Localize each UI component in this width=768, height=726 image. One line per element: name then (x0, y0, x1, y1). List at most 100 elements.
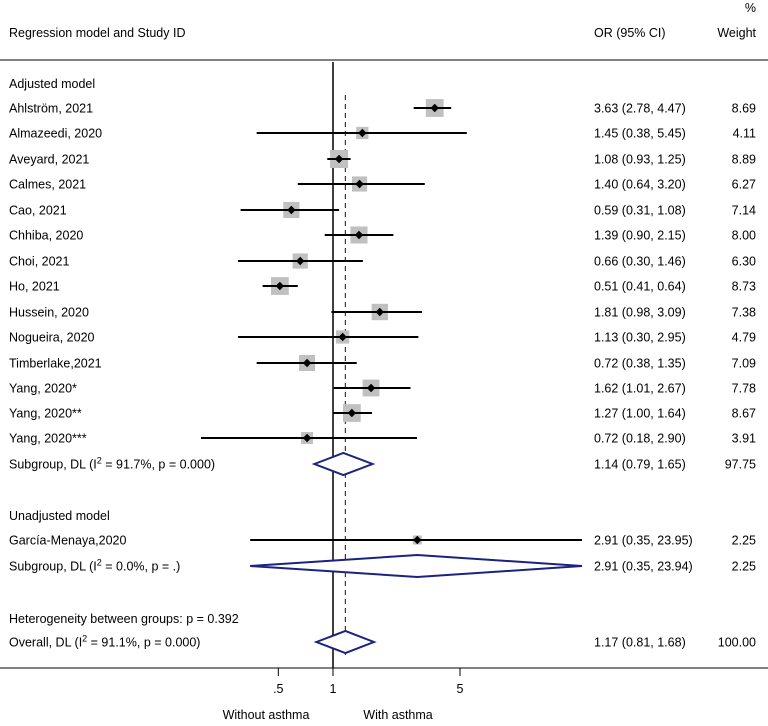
weight-value: 3.91 (732, 432, 756, 446)
row-label: Subgroup, DL (I2 = 0.0%, p = .) (9, 558, 180, 574)
weight-percent-sign: % (745, 1, 756, 15)
weight-value: 7.38 (732, 306, 756, 320)
ci-text: 1.81 (0.98, 3.09) (594, 306, 686, 320)
ci-text: 0.51 (0.41, 0.64) (594, 280, 686, 294)
row-label: Overall, DL (I2 = 91.1%, p = 0.000) (9, 634, 200, 650)
study-row: Yang, 2020** 1.27 (1.00, 1.64) 8.67 (9, 404, 756, 422)
study-row: Hussein, 2020 1.81 (0.98, 3.09) 7.38 (9, 303, 756, 321)
summary-diamond (250, 553, 583, 579)
tick-label: 1 (330, 682, 337, 696)
point-estimate (430, 103, 439, 113)
tick-label: .5 (273, 682, 283, 696)
study-column-header: Regression model and Study ID (9, 26, 185, 40)
weight-value: 7.78 (732, 382, 756, 396)
row-label: Yang, 2020*** (9, 432, 87, 446)
weight-value: 6.30 (732, 255, 756, 269)
study-row: Cao, 2021 0.59 (0.31, 1.08) 7.14 (9, 201, 756, 219)
summary-row: Subgroup, DL (I2 = 0.0%, p = .) 2.91 (0.3… (9, 553, 756, 579)
weight-value: 4.11 (733, 127, 756, 141)
row-label-superscript: 2 (82, 634, 87, 644)
point-estimate (302, 358, 312, 368)
row-label: Timberlake,2021 (9, 357, 102, 371)
point-estimate (347, 408, 357, 418)
point-estimate (296, 256, 305, 266)
weight-value: 8.69 (732, 102, 756, 116)
rows-layer: Ahlström, 2021 3.63 (2.78, 4.47) 8.69 Almaz… (9, 99, 756, 655)
ci-text: 1.17 (0.81, 1.68) (594, 636, 686, 650)
study-row: Ahlström, 2021 3.63 (2.78, 4.47) 8.69 (9, 99, 756, 117)
point-estimate (302, 433, 312, 443)
without-asthma-label: Without asthma (223, 708, 310, 722)
ci-text: 0.72 (0.38, 1.35) (594, 357, 686, 371)
ci-text: 3.63 (2.78, 4.47) (594, 102, 686, 116)
row-label-text: = 0.0%, p = .) (102, 560, 181, 574)
point-estimate (366, 383, 376, 393)
ci-text: 1.13 (0.30, 2.95) (594, 331, 686, 345)
x-axis: .5 1 5 (273, 668, 464, 696)
weight-value: 8.73 (732, 280, 756, 294)
study-row: Almazeedi, 2020 1.45 (0.38, 5.45) 4.11 (9, 127, 756, 141)
study-row: Nogueira, 2020 1.13 (0.30, 2.95) 4.79 (9, 330, 756, 345)
point-estimate (338, 332, 347, 342)
row-label: Almazeedi, 2020 (9, 127, 102, 141)
summary-row: Subgroup, DL (I2 = 91.7%, p = 0.000) 1.14… (9, 451, 756, 477)
ci-text: 2.91 (0.35, 23.95) (594, 534, 693, 548)
row-label-text: Subgroup, DL (I (9, 458, 97, 472)
point-estimate (287, 205, 296, 215)
study-row: Aveyard, 2021 1.08 (0.93, 1.25) 8.89 (9, 150, 756, 168)
row-label-text: Subgroup, DL (I (9, 560, 97, 574)
row-label: Choi, 2021 (9, 255, 70, 269)
row-label: Hussein, 2020 (9, 306, 89, 320)
weight-value: 7.09 (732, 357, 756, 371)
ci-text: 0.72 (0.18, 2.90) (594, 432, 686, 446)
ci-text: 1.62 (1.01, 2.67) (594, 382, 686, 396)
summary-diamond (311, 451, 376, 477)
ci-text: 1.39 (0.90, 2.15) (594, 229, 686, 243)
row-label-superscript: 2 (97, 456, 102, 466)
study-row: Yang, 2020* 1.62 (1.01, 2.67) 7.78 (9, 379, 756, 397)
ci-text: 1.08 (0.93, 1.25) (594, 153, 686, 167)
weight-column-header: Weight (717, 26, 756, 40)
weight-value: 7.14 (732, 204, 756, 218)
study-row: Chhiba, 2020 1.39 (0.90, 2.15) 8.00 (9, 226, 756, 244)
ci-text: 2.91 (0.35, 23.94) (594, 560, 693, 574)
row-label: Calmes, 2021 (9, 178, 86, 192)
row-label: Subgroup, DL (I2 = 91.7%, p = 0.000) (9, 456, 215, 472)
row-label: Ho, 2021 (9, 280, 60, 294)
summary-row: Overall, DL (I2 = 91.1%, p = 0.000) 1.17 … (9, 629, 756, 655)
weight-value: 97.75 (725, 458, 756, 472)
study-row: Timberlake,2021 0.72 (0.38, 1.35) 7.09 (9, 354, 756, 372)
weight-value: 8.00 (732, 229, 756, 243)
with-asthma-label: With asthma (363, 708, 433, 722)
row-label-text: = 91.1%, p = 0.000) (87, 636, 200, 650)
row-label: Aveyard, 2021 (9, 153, 89, 167)
tick-label: 5 (457, 682, 464, 696)
group-label-unadjusted: Unadjusted model (9, 509, 110, 523)
group-label-adjusted: Adjusted model (9, 77, 95, 91)
point-estimate (358, 128, 367, 138)
point-estimate (334, 154, 344, 164)
weight-value: 4.79 (732, 331, 756, 345)
study-row: García-Menaya,2020 2.91 (0.35, 23.95) 2.25 (9, 534, 756, 548)
point-estimate (275, 281, 285, 291)
weight-value: 100.00 (718, 636, 756, 650)
ci-text: 0.59 (0.31, 1.08) (594, 204, 686, 218)
ci-text: 0.66 (0.30, 1.46) (594, 255, 686, 269)
row-label-text: = 91.7%, p = 0.000) (102, 458, 215, 472)
weight-value: 6.27 (732, 178, 756, 192)
row-label: Ahlström, 2021 (9, 102, 93, 116)
study-row: Yang, 2020*** 0.72 (0.18, 2.90) 3.91 (9, 432, 756, 446)
ci-text: 1.45 (0.38, 5.45) (594, 127, 686, 141)
point-estimate (354, 230, 364, 240)
row-label: Cao, 2021 (9, 204, 67, 218)
point-estimate (375, 307, 385, 317)
study-row: Choi, 2021 0.66 (0.30, 1.46) 6.30 (9, 253, 756, 269)
point-estimate (355, 179, 364, 189)
ci-text: 1.27 (1.00, 1.64) (594, 407, 686, 421)
weight-value: 8.89 (732, 153, 756, 167)
row-label-superscript: 2 (97, 558, 102, 568)
point-estimate (413, 535, 422, 545)
ci-text: 1.14 (0.79, 1.65) (594, 458, 686, 472)
row-label: Chhiba, 2020 (9, 229, 83, 243)
